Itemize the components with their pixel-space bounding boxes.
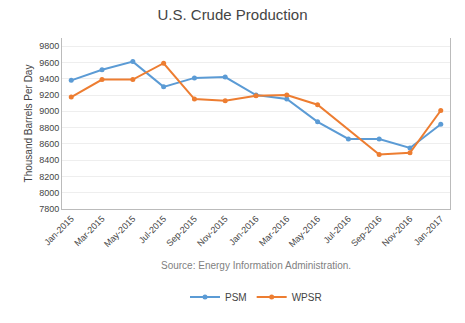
svg-text:9200: 9200 (39, 90, 59, 100)
svg-text:Jan-2016: Jan-2016 (227, 214, 261, 248)
svg-text:9400: 9400 (39, 74, 59, 84)
svg-text:Jan-2015: Jan-2015 (42, 214, 76, 248)
svg-text:8200: 8200 (39, 172, 59, 182)
svg-text:Mar-2015: Mar-2015 (72, 214, 106, 248)
svg-text:9000: 9000 (39, 106, 59, 116)
svg-text:8000: 8000 (39, 188, 59, 198)
svg-text:Jul-2016: Jul-2016 (321, 214, 352, 245)
svg-text:U.S. Crude Production: U.S. Crude Production (157, 6, 307, 23)
svg-text:Sep-2016: Sep-2016 (349, 214, 384, 249)
svg-text:May-2016: May-2016 (287, 214, 322, 249)
svg-text:8600: 8600 (39, 139, 59, 149)
svg-text:9800: 9800 (39, 41, 59, 51)
svg-text:Nov-2015: Nov-2015 (195, 214, 230, 249)
svg-text:Mar-2016: Mar-2016 (257, 214, 291, 248)
svg-text:9600: 9600 (39, 58, 59, 68)
svg-text:Nov-2016: Nov-2016 (380, 214, 415, 249)
svg-text:Jan-2017: Jan-2017 (412, 214, 446, 248)
svg-text:PSM: PSM (225, 292, 247, 303)
svg-text:8800: 8800 (39, 123, 59, 133)
svg-text:Jul-2015: Jul-2015 (137, 214, 168, 245)
svg-text:7800: 7800 (39, 204, 59, 214)
svg-text:8400: 8400 (39, 155, 59, 165)
svg-text:WPSR: WPSR (292, 292, 322, 303)
svg-text:Source: Energy Information Adm: Source: Energy Information Administratio… (161, 260, 351, 271)
svg-text:Thousand Barrels Per Day: Thousand Barrels Per Day (23, 65, 34, 183)
svg-text:Sep-2015: Sep-2015 (164, 214, 199, 249)
svg-text:May-2015: May-2015 (102, 214, 137, 249)
